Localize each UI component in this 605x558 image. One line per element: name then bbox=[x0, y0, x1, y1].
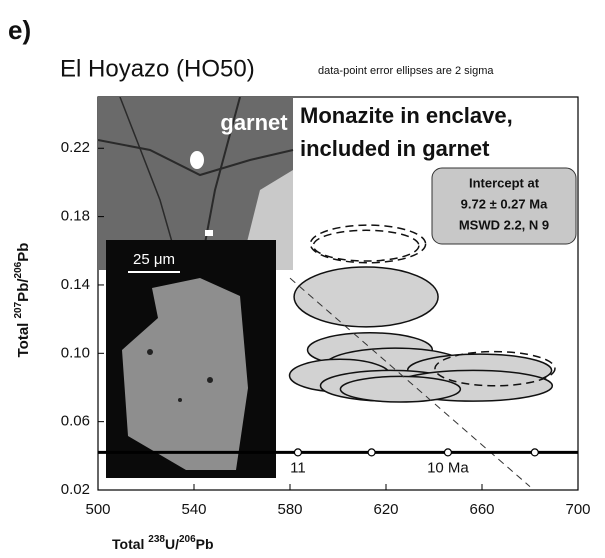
intercept-text: MSWD 2.2, N 9 bbox=[459, 217, 549, 232]
x-tick-label: 700 bbox=[565, 501, 590, 518]
x-tick-label: 660 bbox=[469, 501, 494, 518]
axis-label-part: Pb bbox=[196, 536, 214, 552]
inset-label: garnet bbox=[220, 110, 288, 135]
y-tick-label: 0.02 bbox=[61, 481, 90, 498]
x-tick-label: 540 bbox=[181, 501, 206, 518]
axis-label-part: Pb/ bbox=[15, 278, 32, 302]
y-tick-label: 0.06 bbox=[61, 413, 90, 430]
annotation: included in garnet bbox=[300, 136, 490, 161]
chart-subtitle: data-point error ellipses are 2 sigma bbox=[318, 65, 494, 77]
axis-label-part: Total bbox=[15, 319, 32, 358]
x-axis-label: Total 238U/206Pb bbox=[112, 534, 214, 552]
y-tick-label: 0.18 bbox=[61, 208, 90, 225]
axis-label-part: U/ bbox=[165, 536, 179, 552]
age-point bbox=[368, 449, 375, 456]
intercept-text: Intercept at bbox=[469, 175, 540, 190]
y-tick-label: 0.10 bbox=[61, 344, 90, 361]
scale-label: 25 μm bbox=[133, 251, 175, 268]
y-tick-label: 0.14 bbox=[61, 276, 90, 293]
axis-label-part: Total bbox=[112, 536, 148, 552]
x-tick-label: 620 bbox=[373, 501, 398, 518]
age-label: 11 bbox=[290, 459, 306, 476]
axis-label-part: 206 bbox=[179, 534, 196, 545]
chart-title: El Hoyazo (HO50) bbox=[60, 55, 255, 82]
axis-label-part: Pb bbox=[15, 243, 32, 262]
intercept-text: 9.72 ± 0.27 Ma bbox=[461, 196, 548, 211]
error-ellipse bbox=[294, 267, 438, 327]
axis-label-part: 206 bbox=[13, 261, 24, 278]
monazite-inset bbox=[106, 240, 276, 478]
annotation: Monazite in enclave, bbox=[300, 103, 513, 128]
chart: e) El Hoyazo (HO50) data-point error ell… bbox=[0, 0, 605, 558]
axis-label-part: 207 bbox=[13, 301, 24, 318]
age-point bbox=[294, 449, 301, 456]
error-ellipse bbox=[340, 376, 460, 402]
axis-label-part: 238 bbox=[148, 534, 165, 545]
x-tick-label: 500 bbox=[85, 501, 110, 518]
age-point bbox=[531, 449, 538, 456]
age-label: 10 Ma bbox=[427, 459, 469, 476]
y-tick-label: 0.22 bbox=[61, 139, 90, 156]
x-tick-label: 580 bbox=[277, 501, 302, 518]
panel-label: e) bbox=[8, 15, 31, 45]
age-point bbox=[444, 449, 451, 456]
y-axis-label: Total 207Pb/206Pb bbox=[13, 243, 32, 358]
